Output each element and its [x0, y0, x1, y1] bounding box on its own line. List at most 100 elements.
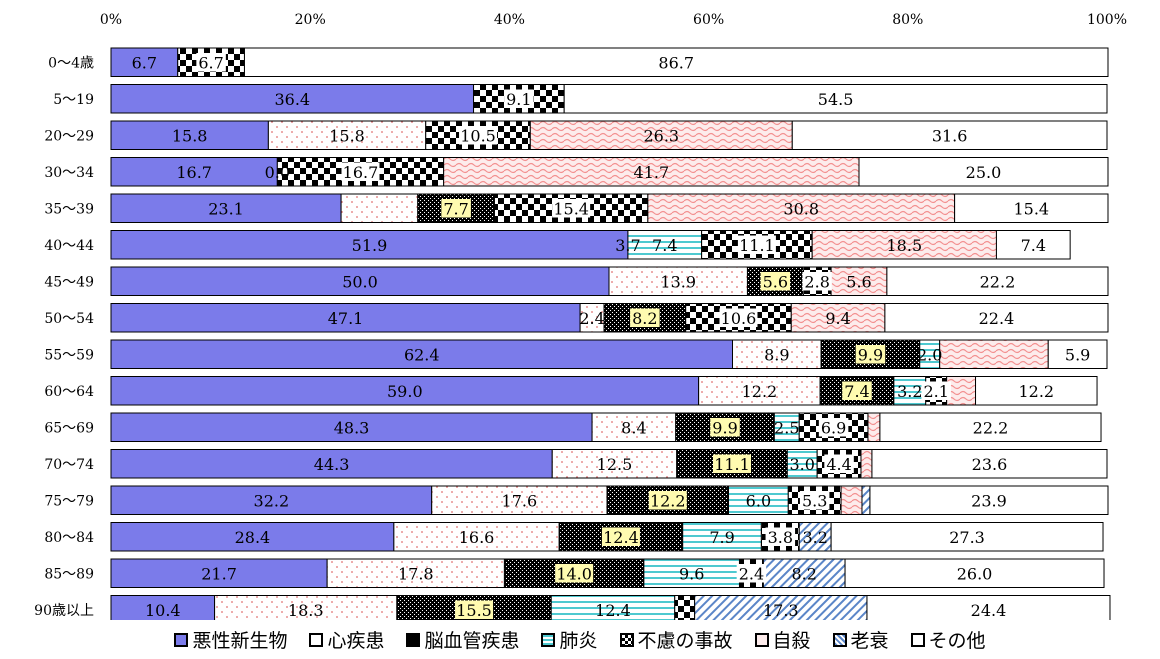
bar-segment [627, 230, 703, 260]
data-label-bg [719, 308, 758, 327]
bar-segment [110, 376, 700, 406]
data-label: 10.6 [721, 309, 757, 328]
data-label: 9.4 [825, 309, 850, 328]
data-label: 30.8 [783, 199, 819, 218]
x-tick-label: 20% [295, 12, 326, 28]
legend-swatch [754, 632, 769, 647]
data-label: 4.4 [826, 455, 851, 474]
data-label: 14.0 [556, 564, 592, 583]
bar-segment [214, 595, 398, 620]
bar-segment [110, 449, 553, 479]
data-label: 16.7 [176, 163, 212, 182]
bar-segment [110, 485, 433, 515]
bar-segment [550, 595, 676, 620]
bar-segment [939, 339, 1049, 369]
category-label: 85～89 [44, 566, 94, 582]
category-label: 20～29 [44, 128, 94, 144]
category-label: 75～79 [44, 493, 94, 509]
data-label-bg [504, 89, 534, 108]
data-label: 48.3 [334, 418, 370, 437]
bar-segment [682, 522, 762, 552]
data-label: 22.4 [979, 309, 1015, 328]
legend-label: 脳血管疾患 [424, 630, 520, 652]
data-label-bg [765, 527, 796, 546]
data-label: 15.4 [553, 199, 589, 218]
data-label: 26.0 [957, 564, 993, 583]
data-label-bg [824, 454, 854, 473]
x-tick-label: 40% [494, 12, 525, 28]
data-label: 12.2 [650, 491, 686, 510]
bar-segment [975, 376, 1098, 406]
data-label: 15.5 [456, 601, 492, 620]
data-label: 51.9 [352, 236, 388, 255]
data-label-bg [455, 600, 494, 619]
bar-segment [871, 449, 1108, 479]
data-label: 15.8 [172, 126, 208, 145]
legend: 悪性新生物 心疾患 脳血管疾患 肺炎 不慮の事故 自殺 老衰 その他 [0, 626, 1160, 653]
legend-item: 心疾患 [309, 626, 384, 653]
bar-segment [267, 120, 427, 150]
data-label: 5.6 [763, 272, 788, 291]
data-label: 28.4 [235, 528, 271, 547]
data-label-bg [760, 272, 791, 291]
legend-swatch [309, 632, 324, 647]
data-label: 26.3 [643, 126, 679, 145]
data-label: 24.4 [971, 601, 1007, 620]
category-label: 45～49 [44, 274, 94, 290]
legend-label: 不慮の事故 [637, 630, 733, 652]
data-label-bg [713, 454, 752, 473]
legend-label: その他 [928, 630, 986, 652]
data-label-bg [552, 199, 591, 218]
bar-segment [694, 595, 868, 620]
data-label: 11.1 [739, 236, 775, 255]
category-label: 0～4歳 [48, 55, 94, 71]
bar-segment [995, 230, 1071, 260]
data-label: 9.1 [506, 90, 531, 109]
data-label: 8.9 [764, 345, 789, 364]
data-label-bg [648, 491, 687, 510]
data-label: 22.2 [980, 272, 1016, 291]
bar-segment [879, 412, 1102, 442]
bar-segment [790, 303, 886, 333]
x-tick-label: 0% [100, 12, 122, 28]
data-label: 5.3 [802, 491, 827, 510]
data-label: 59.0 [387, 382, 423, 401]
data-label: 18.5 [887, 236, 923, 255]
data-label: 0.0 [265, 163, 290, 182]
data-label: 22.2 [973, 418, 1009, 437]
legend-swatch [619, 632, 634, 647]
data-label: 3.2 [802, 528, 827, 547]
bar-segment [563, 84, 1108, 114]
bar-segment [110, 339, 734, 369]
bar-segment [1047, 339, 1108, 369]
data-label: 16.7 [343, 163, 379, 182]
legend-item: 老衰 [832, 626, 889, 653]
data-label-bg [802, 272, 832, 291]
data-label: 15.8 [329, 126, 365, 145]
data-label: 12.2 [1018, 382, 1054, 401]
legend-item: 脳血管疾患 [406, 626, 519, 653]
category-label: 35～39 [44, 201, 94, 217]
data-label-bg [855, 345, 886, 364]
data-label: 2.1 [923, 382, 948, 401]
x-tick-label: 100% [1087, 12, 1127, 28]
data-label: 9.9 [712, 418, 737, 437]
x-tick-label: 80% [892, 12, 923, 28]
data-label: 6.7 [198, 53, 223, 72]
data-label: 10.4 [145, 601, 181, 620]
data-label: 31.6 [932, 126, 968, 145]
data-label: 2.8 [804, 272, 829, 291]
data-label: 8.4 [621, 418, 646, 437]
data-label: 6.0 [746, 491, 771, 510]
data-label: 2.5 [774, 418, 799, 437]
data-label-bg [737, 235, 776, 254]
legend-label: 自殺 [772, 630, 811, 652]
data-label: 27.3 [949, 528, 985, 547]
bar-segment [674, 595, 696, 620]
data-label: 9.6 [679, 564, 704, 583]
bar-segment [786, 449, 818, 479]
bar-segment [791, 120, 1108, 150]
data-label-bg [601, 527, 640, 546]
bar-segment [830, 522, 1104, 552]
data-label: 7.4 [844, 382, 869, 401]
